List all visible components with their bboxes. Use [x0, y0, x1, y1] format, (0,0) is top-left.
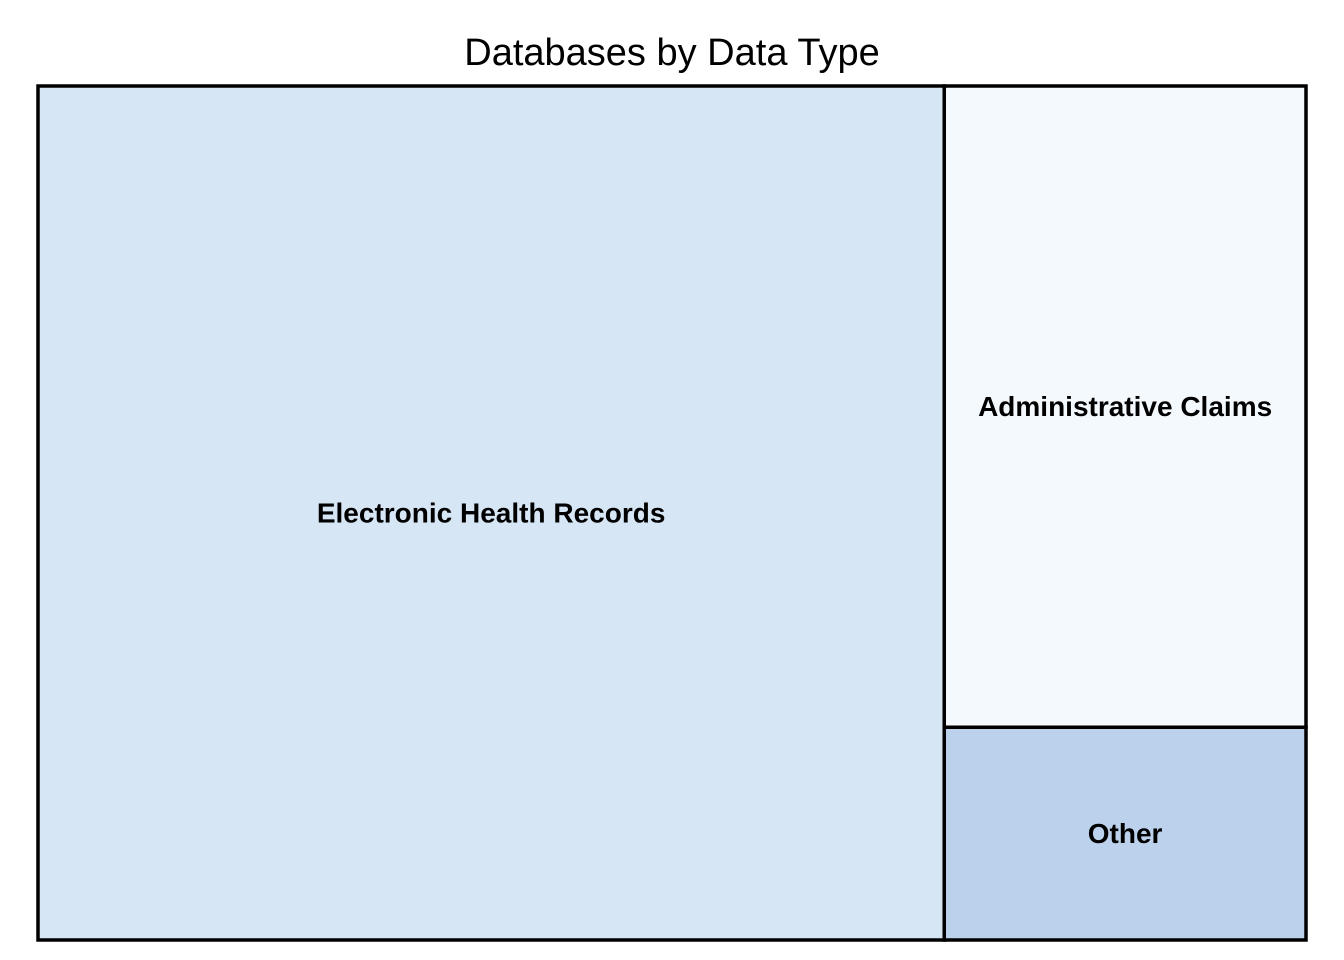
treemap-label-other: Other — [1088, 818, 1163, 849]
treemap-tile-administrative-claims — [942, 84, 1308, 729]
chart-title: Databases by Data Type — [464, 32, 880, 74]
treemap-tile-other — [942, 725, 1308, 942]
treemap-label-administrative-claims: Administrative Claims — [978, 391, 1272, 422]
treemap-tile-electronic-health-records — [36, 84, 947, 942]
treemap-label-electronic-health-records: Electronic Health Records — [317, 498, 666, 529]
